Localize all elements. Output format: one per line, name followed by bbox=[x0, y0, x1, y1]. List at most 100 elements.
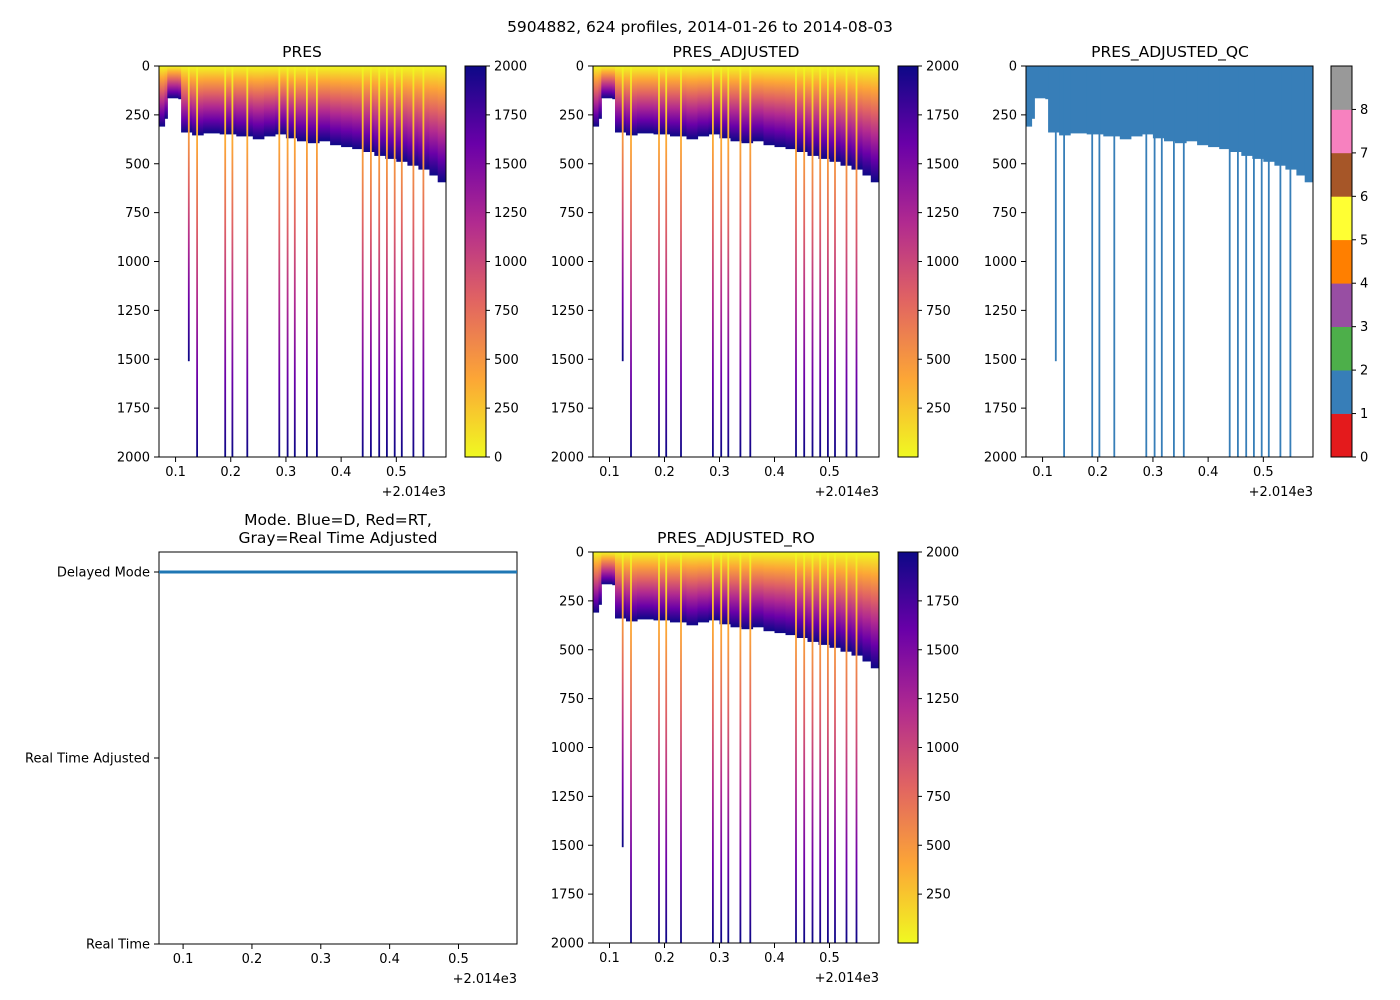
mode-title-line1: Mode. Blue=D, Red=RT, bbox=[244, 511, 432, 529]
pres_adjusted-profile-block bbox=[637, 66, 655, 134]
pres_adjusted-deep-profile bbox=[630, 66, 632, 457]
pres-deep-profile bbox=[224, 66, 227, 457]
pres_adjusted_ro-deep-profile bbox=[680, 552, 682, 943]
qc-colorbar-segment bbox=[1331, 109, 1352, 154]
pres_adjusted_qc-x-tick-label: 0.1 bbox=[1032, 465, 1053, 480]
pres_adjusted_ro-colorbar-tick-label: 250 bbox=[926, 888, 951, 903]
pres-x-tick-label: 0.5 bbox=[386, 465, 407, 480]
pres_adjusted_qc-deep-profile bbox=[1098, 66, 1101, 457]
pres_adjusted_qc-profile-block bbox=[1031, 66, 1035, 119]
mode-x-tick-label: 0.2 bbox=[242, 952, 263, 967]
qc-colorbar-tick-label: 4 bbox=[1360, 277, 1368, 292]
pres_adjusted_qc-y-tick-label: 1250 bbox=[984, 304, 1017, 319]
pres_adjusted_ro-profile-block bbox=[774, 552, 787, 634]
pres_adjusted_qc-y-tick-label: 250 bbox=[992, 108, 1017, 123]
pres_adjusted_qc-deep-profile bbox=[1245, 66, 1248, 457]
pres_adjusted-colorbar-tick-label: 1000 bbox=[926, 255, 959, 270]
pres-profile-block bbox=[319, 66, 331, 142]
qc-colorbar-tick-label: 3 bbox=[1360, 320, 1368, 335]
pres-deep-profile bbox=[278, 66, 281, 457]
pres_adjusted_ro-profile-block bbox=[870, 552, 879, 669]
pres_adjusted_ro-x-tick-label: 0.3 bbox=[709, 951, 730, 966]
pres_adjusted-colorbar-tick-label: 1500 bbox=[926, 157, 959, 172]
pres_adjusted_ro-x-tick-label: 0.1 bbox=[599, 951, 620, 966]
pres_adjusted-y-tick-label: 2000 bbox=[551, 451, 584, 466]
pres-profile-block bbox=[236, 66, 254, 137]
pres-profile-block bbox=[219, 66, 237, 135]
pres_adjusted_ro-profile-block bbox=[862, 552, 872, 662]
qc-colorbar-frame bbox=[1330, 65, 1353, 458]
pres_adjusted_ro-deep-profile bbox=[720, 552, 723, 943]
pres_adjusted_qc-profile-block bbox=[1152, 66, 1165, 139]
pres_adjusted_qc-deep-profile bbox=[1063, 66, 1065, 457]
pres-adjusted-title: PRES_ADJUSTED bbox=[673, 43, 800, 62]
qc-colorbar-segment bbox=[1331, 283, 1352, 327]
pres_adjusted-deep-profile bbox=[834, 66, 836, 457]
pres_adjusted_ro-colorbar-tick-label: 500 bbox=[926, 839, 951, 854]
pres-deep-profile bbox=[293, 66, 296, 457]
pres_adjusted_ro-deep-profile bbox=[855, 552, 858, 943]
pres_adjusted_ro-colorbar-tick-label: 1000 bbox=[926, 741, 959, 756]
qc-colorbar-tick-label: 8 bbox=[1360, 103, 1368, 118]
pres_adjusted_qc-deep-profile bbox=[1289, 66, 1292, 457]
pres-y-tick-label: 0 bbox=[142, 60, 150, 75]
pres-profile-block bbox=[164, 66, 168, 119]
pres-colorbar-tick-label: 500 bbox=[494, 353, 519, 368]
pres-y-tick-label: 1500 bbox=[117, 353, 150, 368]
pres-y-tick-label: 750 bbox=[125, 206, 150, 221]
pres_adjusted-profile-block bbox=[763, 66, 776, 146]
pres-profile-block bbox=[385, 66, 397, 159]
pres_adjusted_ro-profile-block bbox=[593, 552, 600, 613]
pres_adjusted_ro-y-tick-label: 0 bbox=[576, 546, 584, 561]
pres_adjusted_qc-deep-profile bbox=[1228, 66, 1231, 457]
pres_adjusted_qc-x-tick-label: 0.5 bbox=[1253, 465, 1274, 480]
pres_adjusted-deep-profile bbox=[727, 66, 730, 457]
pres_adjusted_qc-profile-block bbox=[1119, 66, 1132, 140]
pres_adjusted_ro-deep-profile bbox=[621, 552, 624, 848]
pres_adjusted-profile-block bbox=[686, 66, 699, 140]
pres_adjusted_qc-profile-block bbox=[1296, 66, 1306, 176]
pres-profile-block bbox=[437, 66, 446, 183]
pres_adjusted_ro-colorbar-tick-label: 750 bbox=[926, 790, 951, 805]
qc-colorbar-tick-label: 1 bbox=[1360, 407, 1368, 422]
pres_adjusted_ro-profile-block bbox=[637, 552, 655, 620]
pres_adjusted-profile-block bbox=[741, 66, 754, 144]
pres-plot-area bbox=[159, 66, 446, 457]
pres_adjusted_qc-y-tick-label: 750 bbox=[992, 206, 1017, 221]
pres_adjusted-colorbar-tick-label: 250 bbox=[926, 402, 951, 417]
pres_adjusted_qc-y-tick-label: 1500 bbox=[984, 353, 1017, 368]
pres_adjusted_qc-x-offset-label: +2.014e3 bbox=[1249, 485, 1313, 500]
pres_adjusted-y-tick-label: 750 bbox=[559, 206, 584, 221]
pres_adjusted_qc-profile-block bbox=[1034, 66, 1046, 99]
pres_adjusted-y-tick-label: 500 bbox=[559, 157, 584, 172]
pres_adjusted_ro-y-tick-label: 750 bbox=[559, 692, 584, 707]
pres_adjusted_qc-deep-profile bbox=[1091, 66, 1094, 457]
pres_adjusted_qc-y-tick-label: 500 bbox=[992, 157, 1017, 172]
pres_adjusted_qc-profile-block bbox=[1026, 66, 1033, 127]
mode-y-tick-label: Delayed Mode bbox=[57, 566, 150, 581]
pres-colorbar-tick-label: 750 bbox=[494, 304, 519, 319]
pres_adjusted_qc-y-tick-label: 0 bbox=[1009, 60, 1017, 75]
pres_adjusted_qc-profile-block bbox=[1045, 66, 1049, 100]
pres_adjusted-deep-profile bbox=[712, 66, 714, 457]
pres_adjusted-x-tick-label: 0.2 bbox=[654, 465, 675, 480]
pres_adjusted-profile-block bbox=[870, 66, 879, 183]
pres_adjusted-colorbar-tick-label: 500 bbox=[926, 353, 951, 368]
pres_adjusted-deep-profile bbox=[795, 66, 797, 457]
pres_adjusted_qc-deep-profile bbox=[1160, 66, 1163, 457]
pres_adjusted_ro-profile-block bbox=[615, 552, 627, 619]
pres-profile-block bbox=[330, 66, 342, 146]
pres-deep-profile bbox=[286, 66, 289, 457]
mode-x-tick-label: 0.4 bbox=[379, 952, 400, 967]
pres_adjusted_qc-deep-profile bbox=[1054, 66, 1057, 362]
pres-profile-block bbox=[159, 66, 166, 127]
pres_adjusted-deep-profile bbox=[855, 66, 858, 457]
pres-deep-profile bbox=[246, 66, 249, 457]
pres_adjusted-deep-profile bbox=[739, 66, 742, 457]
pres_adjusted_ro-colorbar-tick-label: 1500 bbox=[926, 643, 959, 658]
pres-deep-profile bbox=[393, 66, 396, 457]
pres_adjusted-x-tick-label: 0.4 bbox=[764, 465, 785, 480]
pres_adjusted-deep-profile bbox=[845, 66, 848, 457]
pres_adjusted-colorbar-tick-label: 2000 bbox=[926, 60, 959, 75]
pres_adjusted_qc-x-tick-label: 0.3 bbox=[1143, 465, 1164, 480]
